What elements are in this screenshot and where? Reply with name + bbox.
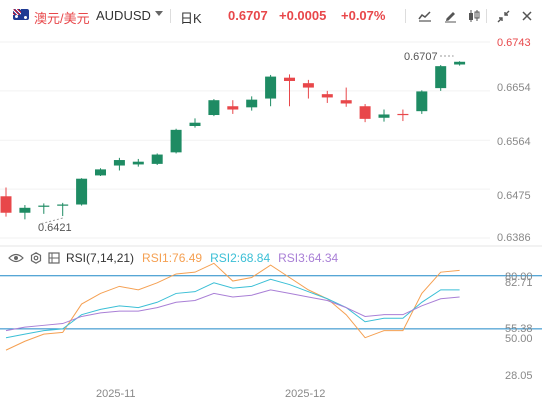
candle-body [397, 113, 409, 116]
pencil-icon[interactable] [441, 7, 459, 25]
candle-body [340, 100, 352, 104]
candle-body [19, 207, 31, 213]
candle-body [416, 91, 428, 112]
rsi-series [5, 262, 460, 351]
candle-body [284, 77, 295, 81]
rsi2-line [5, 278, 460, 339]
candle-body [0, 196, 12, 213]
candle-body [95, 169, 106, 176]
candle-body [302, 83, 314, 88]
time-tick: 2025-12 [285, 388, 325, 400]
price-tick: 0.6475 [497, 190, 531, 202]
time-axis: 2025-11 2025-12 [96, 388, 325, 400]
divider [405, 9, 406, 23]
candle-body [454, 61, 466, 65]
candle-body [151, 154, 163, 164]
compare-icon[interactable] [465, 7, 483, 25]
rsi-tick-current: 82.71 [505, 277, 533, 289]
rsi-tick: 28.05 [505, 370, 533, 382]
rsi-reference-lines [0, 275, 542, 330]
time-tick: 2025-11 [96, 388, 136, 400]
close-icon[interactable] [518, 7, 536, 25]
candle-body [321, 94, 333, 98]
candle-body [170, 129, 182, 153]
price-change: +0.0005 [279, 8, 327, 23]
price-tick: 0.6654 [497, 82, 531, 94]
candle-body [113, 160, 125, 166]
rsi1-value: RSI1:76.49 [142, 251, 203, 265]
symbol-name[interactable]: 澳元/美元 [34, 11, 90, 26]
rsi3-line [5, 289, 460, 332]
candle-body [435, 66, 447, 89]
high-price-label: 0.6707 [404, 51, 438, 63]
candle-body [359, 106, 371, 119]
australia-flag-icon [13, 9, 29, 20]
price-change-pct: +0.07% [341, 8, 386, 23]
divider [486, 9, 487, 23]
symbol-code[interactable]: AUDUSD [96, 8, 151, 23]
rsi-legend: RSI(7,14,21) RSI1:76.49 RSI2:68.84 RSI3:… [8, 250, 346, 266]
candle-body [208, 100, 220, 116]
candle-body [189, 122, 201, 126]
candle-body [38, 205, 50, 207]
caret-down-icon[interactable] [155, 11, 163, 16]
chart-header: 澳元/美元 AUDUSD 日K 0.6707 +0.0005 +0.07% [0, 0, 542, 32]
price-tick: 0.6564 [497, 136, 531, 148]
candle-body [378, 114, 390, 118]
rsi2-value: RSI2:68.84 [210, 251, 271, 265]
candle-body [265, 76, 277, 99]
rsi-tick-80: 80.00 [505, 271, 533, 283]
candle-body [246, 99, 258, 108]
indicator-icon[interactable] [48, 252, 60, 264]
rsi-axis: 80.00 82.71 55.38 50.00 28.05 [505, 271, 533, 382]
grid-lines [0, 41, 490, 239]
rsi1-line [5, 262, 460, 351]
candlestick-series [0, 61, 466, 220]
divider [170, 9, 171, 23]
candle-body [132, 161, 144, 165]
eye-icon[interactable] [8, 253, 24, 263]
collapse-icon[interactable] [494, 7, 512, 25]
price-tick-current: 0.6743 [497, 37, 531, 49]
rsi-title: RSI(7,14,21) [66, 251, 135, 265]
rsi-tick-50: 50.00 [505, 333, 533, 345]
candle-body [227, 106, 239, 110]
area-chart-icon[interactable] [416, 7, 434, 25]
last-price: 0.6707 [228, 8, 268, 23]
candle-body [76, 178, 88, 205]
settings-icon[interactable] [30, 252, 42, 264]
rsi-tick: 55.38 [505, 323, 533, 335]
candle-body [57, 204, 69, 206]
price-annotations: 0.6421 0.6707 [38, 51, 454, 234]
price-axis: 0.6743 0.6654 0.6564 0.6475 0.6386 [497, 37, 531, 244]
interval-selector[interactable]: 日K [180, 11, 202, 26]
low-price-label: 0.6421 [38, 222, 72, 234]
rsi3-value: RSI3:64.34 [278, 251, 339, 265]
price-tick: 0.6386 [497, 232, 531, 244]
